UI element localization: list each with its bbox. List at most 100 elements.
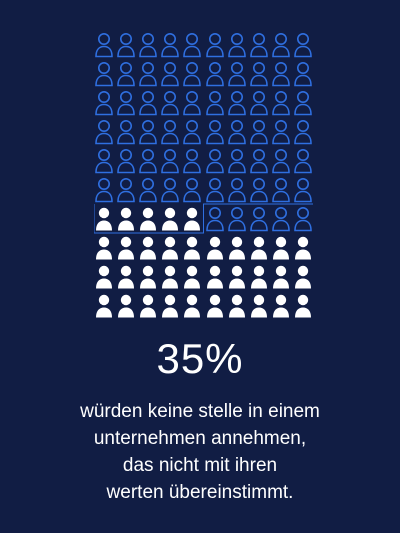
person-icon-filled: [272, 236, 289, 260]
person-icon-filled: [228, 236, 245, 260]
person-icon-filled: [228, 265, 245, 289]
person-icon-outline: [205, 120, 224, 145]
person-icon-outline: [205, 62, 224, 87]
person-icon-filled: [294, 294, 311, 318]
person-icon-grid: [94, 32, 315, 322]
person-icon-filled: [140, 236, 157, 260]
person-icon-outline: [95, 62, 113, 87]
person-icon-outline: [205, 178, 224, 203]
person-icon-outline: [161, 178, 180, 203]
person-icon-outline: [227, 33, 246, 58]
person-icon-outline: [139, 62, 157, 87]
person-icon-filled: [162, 294, 179, 318]
person-icon-outline: [95, 91, 113, 116]
percent-value: 35%: [156, 335, 244, 382]
person-icon-filled: [250, 236, 267, 260]
person-icon-filled: [184, 265, 201, 289]
person-icon-outline: [95, 149, 113, 174]
person-icon-filled: [250, 265, 267, 289]
person-icon-outline: [294, 178, 312, 203]
person-icon-outline: [294, 33, 312, 58]
caption-line-3: das nicht mit ihren: [122, 455, 278, 476]
person-icon-outline: [227, 120, 246, 145]
person-icon-outline: [117, 120, 135, 145]
person-icon-filled: [272, 294, 289, 318]
person-icon-outline: [183, 178, 202, 203]
person-icon-filled: [118, 207, 135, 231]
person-icon-outline: [117, 149, 135, 174]
person-icon-outline: [183, 149, 202, 174]
person-icon-outline: [271, 62, 290, 87]
person-icon-outline: [271, 149, 290, 174]
person-icon-filled: [140, 207, 157, 231]
person-icon-filled: [294, 236, 311, 260]
person-icon-outline: [294, 120, 312, 145]
person-icon-outline: [139, 178, 157, 203]
person-icon-outline: [249, 120, 268, 145]
person-icon-filled: [206, 265, 223, 289]
person-icon-outline: [183, 91, 202, 116]
person-icon-outline: [271, 91, 290, 116]
person-icon-outline: [161, 62, 180, 87]
person-icon-filled: [162, 207, 179, 231]
person-icon-outline: [294, 62, 312, 87]
person-icon-outline: [249, 207, 268, 232]
caption-line-4: werten übereinstimmt.: [106, 482, 294, 503]
person-icon-outline: [117, 178, 135, 203]
person-icon-outline: [139, 33, 157, 58]
person-icon-outline: [161, 149, 180, 174]
person-icon-outline: [95, 120, 113, 145]
person-icon-outline: [95, 33, 113, 58]
person-icon-outline: [294, 207, 312, 232]
person-icon-outline: [227, 178, 246, 203]
person-icon-outline: [271, 207, 290, 232]
person-icon-filled: [162, 265, 179, 289]
person-icon-outline: [139, 120, 157, 145]
person-icon-filled: [272, 265, 289, 289]
caption: würden keine stelle in einem unternehmen…: [20, 398, 380, 506]
person-icon-outline: [294, 91, 312, 116]
person-icon-filled: [162, 236, 179, 260]
person-icon-filled: [118, 265, 135, 289]
person-icon-filled: [206, 294, 223, 318]
person-icon-outline: [271, 178, 290, 203]
person-icon-filled: [250, 294, 267, 318]
person-icon-outline: [95, 178, 113, 203]
person-icon-outline: [227, 207, 246, 232]
person-icon-outline: [161, 91, 180, 116]
person-icon-outline: [271, 120, 290, 145]
person-icon-filled: [96, 294, 112, 318]
person-icon-filled: [294, 265, 311, 289]
person-icon-filled: [184, 236, 201, 260]
caption-line-2: unternehmen annehmen,: [93, 428, 307, 449]
person-icon-filled: [184, 207, 201, 231]
person-icon-outline: [271, 33, 290, 58]
person-icon-filled: [96, 207, 112, 231]
person-icon-outline: [227, 91, 246, 116]
person-icon-filled: [140, 265, 157, 289]
person-icon-outline: [205, 207, 224, 232]
person-icon-outline: [183, 120, 202, 145]
person-icon-filled: [96, 236, 112, 260]
person-icon-filled: [118, 294, 135, 318]
person-icon-filled: [228, 294, 245, 318]
person-icon-outline: [249, 62, 268, 87]
person-icon-outline: [205, 149, 224, 174]
person-icon-outline: [205, 91, 224, 116]
person-icon-outline: [117, 33, 135, 58]
person-icon-outline: [294, 149, 312, 174]
person-icon-filled: [118, 236, 135, 260]
person-icon-outline: [249, 33, 268, 58]
person-icon-filled: [96, 265, 112, 289]
caption-line-1: würden keine stelle in einem: [80, 401, 320, 422]
person-icon-outline: [139, 91, 157, 116]
person-icon-outline: [161, 120, 180, 145]
person-icon-outline: [249, 178, 268, 203]
person-icon-outline: [249, 149, 268, 174]
person-icon-outline: [139, 149, 157, 174]
person-icon-outline: [249, 91, 268, 116]
person-icon-outline: [183, 33, 202, 58]
person-icon-filled: [184, 294, 201, 318]
person-icon-outline: [117, 62, 135, 87]
